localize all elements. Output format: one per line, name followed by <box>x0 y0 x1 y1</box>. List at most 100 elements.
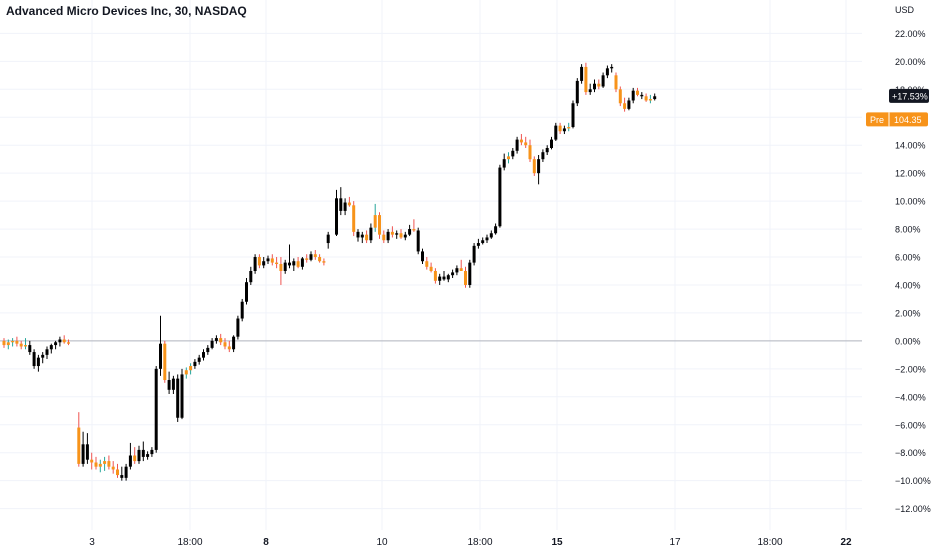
currency-label: USD <box>895 5 915 15</box>
candle-body <box>416 230 420 252</box>
candle-body <box>137 449 141 462</box>
candle <box>206 345 210 355</box>
candle <box>352 201 356 237</box>
candle-body <box>133 455 137 462</box>
candle <box>313 250 317 260</box>
candle <box>562 125 566 135</box>
candle <box>116 463 119 478</box>
candle-body <box>45 349 49 355</box>
candle <box>103 456 107 471</box>
candle <box>24 338 27 350</box>
candle-body <box>167 380 171 390</box>
candle-body <box>386 231 390 241</box>
candle-body <box>28 345 32 353</box>
candle <box>403 231 407 241</box>
candle-body <box>541 152 545 160</box>
candle-body <box>558 125 562 132</box>
candle <box>550 136 553 150</box>
candle-body <box>335 198 338 235</box>
candle <box>120 466 124 481</box>
candle <box>6 339 10 350</box>
candle-body <box>326 234 330 244</box>
candle-body <box>150 449 154 455</box>
candle-body <box>58 339 62 343</box>
candle-body <box>253 257 257 271</box>
candle <box>128 442 132 470</box>
candle <box>468 259 472 288</box>
candle <box>270 254 274 266</box>
candle-body <box>240 301 244 319</box>
candle-body <box>382 234 386 241</box>
candle <box>15 336 19 347</box>
candle-body <box>580 66 584 81</box>
x-tick-label: 18:00 <box>757 537 782 548</box>
candle <box>288 244 291 269</box>
candle <box>593 79 596 93</box>
candle <box>498 164 502 228</box>
candle <box>81 431 85 467</box>
x-axis[interactable]: 3 18:00 8 10 18:00 15 17 18:00 22 <box>89 537 852 548</box>
x-tick-label: 10 <box>376 537 388 548</box>
candle <box>124 463 128 481</box>
candle-body <box>206 347 210 353</box>
candle <box>369 223 373 244</box>
candle <box>519 134 523 146</box>
candle <box>580 64 584 84</box>
candle <box>49 343 53 354</box>
candle-body <box>562 128 566 132</box>
y-tick-label: 20.00% <box>895 57 926 67</box>
y-tick-label: −2.00% <box>895 364 926 374</box>
candle <box>159 315 162 376</box>
x-tick-label: 3 <box>89 537 95 548</box>
candle <box>378 212 381 239</box>
candle-body <box>6 342 10 346</box>
y-tick-label: 12.00% <box>895 169 926 179</box>
candle-body <box>554 125 558 140</box>
candle-body <box>601 75 605 87</box>
candle-body <box>485 237 489 241</box>
candle-body <box>270 258 274 263</box>
candle-body <box>223 342 227 347</box>
candle-body <box>124 466 128 478</box>
candle <box>197 354 201 365</box>
last-change-label: +17.53% <box>892 91 928 101</box>
candle <box>605 65 609 79</box>
candle <box>85 433 89 464</box>
candle <box>429 262 433 273</box>
candle <box>180 368 184 420</box>
candle-body <box>36 357 40 367</box>
candle <box>45 346 49 360</box>
candle-body <box>11 340 15 343</box>
candle-body <box>614 75 618 90</box>
candle <box>19 340 23 350</box>
candle-body <box>77 427 81 464</box>
candle-body <box>648 99 652 101</box>
candle <box>300 257 304 270</box>
candle <box>2 338 6 348</box>
candle-body <box>395 233 399 235</box>
premarket-price: 104.35 <box>894 115 922 125</box>
candle-body <box>403 234 407 238</box>
candle <box>524 136 528 148</box>
candle <box>111 461 115 474</box>
candle <box>451 269 455 278</box>
candle-body <box>365 234 369 241</box>
candle <box>365 230 369 244</box>
candle <box>28 340 32 355</box>
candle-body <box>300 258 304 267</box>
x-tick-label: 18:00 <box>177 537 202 548</box>
last-change-badge: +17.53% <box>889 88 929 103</box>
candle <box>245 277 248 305</box>
candle-body <box>236 318 240 337</box>
candle <box>627 97 631 111</box>
candle <box>489 230 493 239</box>
candle <box>146 451 150 460</box>
candle-body <box>593 83 596 90</box>
candle-body <box>116 469 119 476</box>
candle-body <box>507 156 510 160</box>
candle <box>257 254 261 269</box>
candle-body <box>98 463 102 467</box>
candle-body <box>494 226 498 234</box>
